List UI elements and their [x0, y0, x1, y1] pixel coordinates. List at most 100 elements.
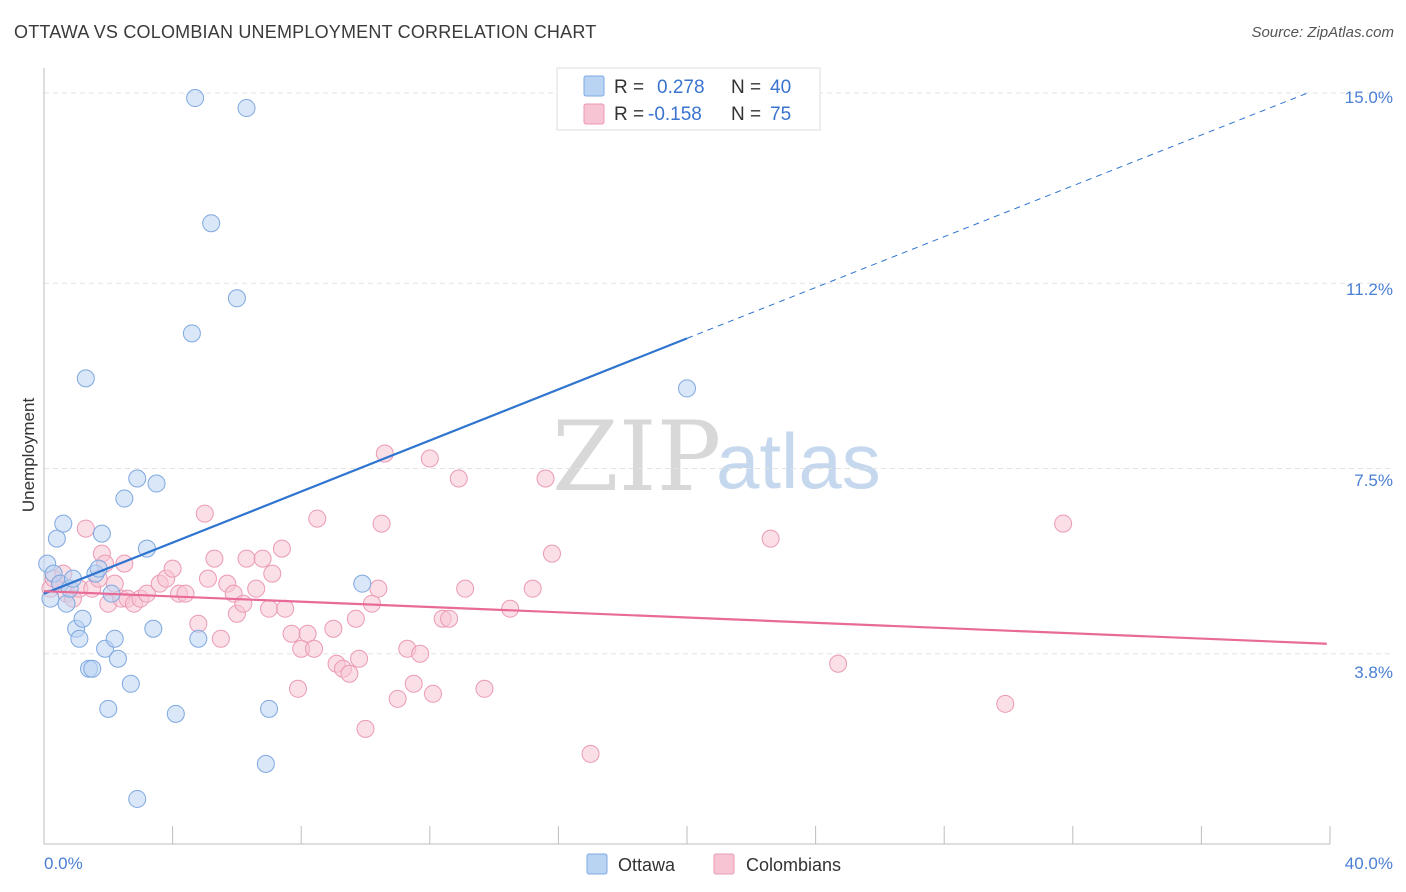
colombians-point-73 — [581, 744, 600, 763]
watermark-atlas: atlas — [716, 417, 881, 505]
ottawa-point-3 — [47, 529, 66, 548]
ottawa-point-24 — [121, 674, 140, 693]
colombians-point-65 — [440, 609, 459, 628]
ottawa-point-21 — [105, 629, 124, 648]
legend-n-value-ottawa: 40 — [770, 77, 791, 98]
series-legend-swatch-colombians — [713, 853, 735, 875]
legend-n-label-ottawa: N = — [731, 77, 761, 98]
colombians-point-25 — [189, 614, 208, 633]
ottawa-point-30 — [166, 704, 185, 723]
legend-n-value-colombians: 75 — [770, 104, 791, 125]
colombians-point-75 — [829, 654, 848, 673]
legend-r-value-ottawa: 0.278 — [657, 77, 705, 98]
correlation-legend: R = 0.278 N = 40 R = -0.158 N = 75 — [556, 67, 821, 131]
ottawa-point-33 — [189, 629, 208, 648]
colombians-point-58 — [388, 689, 407, 708]
series-legend-label-ottawa: Ottawa — [618, 855, 676, 875]
y-tick-label-7-5: 7.5% — [1354, 471, 1393, 490]
ottawa-trend-line — [43, 337, 688, 595]
colombians-point-35 — [247, 579, 266, 598]
ottawa-point-29 — [147, 474, 166, 493]
colombians-point-45 — [305, 639, 324, 658]
colombians-point-71 — [536, 469, 555, 488]
ottawa-point-25 — [128, 789, 147, 808]
colombians-point-74 — [761, 529, 780, 548]
ottawa-point-6 — [57, 594, 76, 613]
y-axis-title: Unemployment — [19, 398, 38, 513]
watermark-zip: ZIP — [552, 401, 721, 513]
y-tick-label-3-8: 3.8% — [1354, 663, 1393, 682]
colombians-point-41 — [282, 624, 301, 643]
trend-lines — [43, 92, 1327, 645]
y-tick-label-11-2: 11.2% — [1346, 280, 1393, 299]
ottawa-point-26 — [128, 469, 147, 488]
series-legend-label-colombians: Colombians — [746, 855, 841, 875]
colombians-point-50 — [340, 664, 359, 683]
chart-title: OTTAWA VS COLOMBIAN UNEMPLOYMENT CORRELA… — [14, 22, 597, 42]
ottawa-point-38 — [260, 699, 279, 718]
source-credit: Source: ZipAtlas.com — [1251, 24, 1394, 41]
colombians-point-29 — [211, 629, 230, 648]
colombians-point-24 — [176, 584, 195, 603]
colombians-point-34 — [237, 549, 256, 568]
colombians-point-68 — [475, 679, 494, 698]
colombians-point-62 — [420, 449, 439, 468]
colombians-point-72 — [542, 544, 561, 563]
legend-swatch-colombians — [583, 103, 605, 125]
colombians-point-67 — [456, 579, 475, 598]
ottawa-point-28 — [144, 619, 163, 638]
ottawa-point-12 — [76, 369, 95, 388]
ottawa-point-14 — [83, 659, 102, 678]
ottawa-point-11 — [73, 609, 92, 628]
ottawa-trend-extension — [686, 92, 1308, 339]
colombians-point-36 — [253, 549, 272, 568]
watermark: ZIP atlas — [552, 401, 881, 513]
colombians-point-38 — [263, 564, 282, 583]
ottawa-point-5 — [54, 514, 73, 533]
colombians-point-19 — [137, 584, 156, 603]
colombians-point-51 — [346, 609, 365, 628]
colombians-point-42 — [288, 679, 307, 698]
ottawa-point-32 — [186, 89, 205, 108]
ottawa-point-17 — [92, 524, 111, 543]
colombians-trend-line — [43, 590, 1327, 645]
series-legend: Ottawa Colombians — [586, 853, 841, 875]
series-legend-swatch-ottawa — [586, 853, 608, 875]
ottawa-point-34 — [202, 214, 221, 233]
colombians-point-55 — [369, 579, 388, 598]
legend-swatch-ottawa — [583, 75, 605, 97]
colombians-point-70 — [523, 579, 542, 598]
colombians-point-44 — [298, 624, 317, 643]
ottawa-point-39 — [353, 574, 372, 593]
colombians-point-69 — [501, 599, 520, 618]
x-tick-label-min: 0.0% — [44, 854, 83, 873]
colombians-point-60 — [404, 674, 423, 693]
colombians-point-22 — [163, 559, 182, 578]
y-tick-label-15: 15.0% — [1345, 88, 1393, 107]
colombians-point-39 — [272, 539, 291, 558]
colombians-point-27 — [195, 504, 214, 523]
ottawa-point-23 — [115, 489, 134, 508]
colombians-point-33 — [234, 594, 253, 613]
x-tick-marks — [43, 826, 1331, 844]
colombians-point-7 — [76, 519, 95, 538]
ottawa-point-31 — [182, 324, 201, 343]
colombians-point-52 — [350, 649, 369, 668]
legend-r-label-colombians: R = — [614, 104, 644, 125]
colombians-point-37 — [260, 599, 279, 618]
ottawa-point-37 — [256, 754, 275, 773]
legend-r-label-ottawa: R = — [614, 77, 644, 98]
legend-n-label-colombians: N = — [731, 104, 761, 125]
colombians-point-47 — [324, 619, 343, 638]
ottawa-point-35 — [227, 289, 246, 308]
ottawa-point-10 — [70, 629, 89, 648]
colombians-point-28 — [205, 549, 224, 568]
colombians-point-26 — [198, 569, 217, 588]
colombians-point-61 — [411, 644, 430, 663]
colombians-point-66 — [449, 469, 468, 488]
ottawa-point-40 — [678, 379, 696, 398]
x-tick-label-max: 40.0% — [1345, 854, 1393, 873]
colombians-point-77 — [1054, 514, 1073, 533]
colombians-point-46 — [308, 509, 327, 528]
